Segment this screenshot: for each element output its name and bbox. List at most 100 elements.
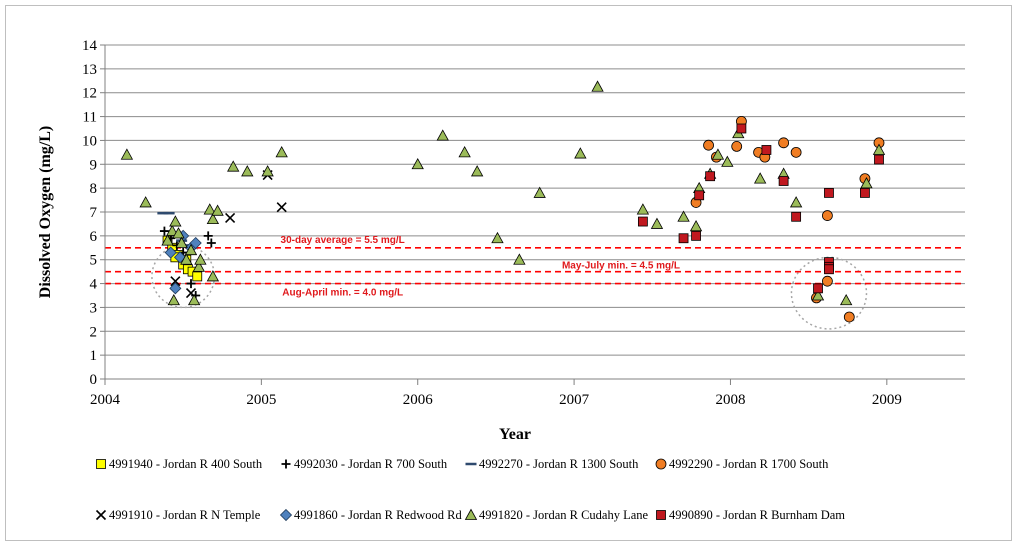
legend-item: 4992270 - Jordan R 1300 South [465,457,639,471]
data-point [172,227,185,239]
data-point [711,148,725,160]
data-point [192,271,203,282]
data-point [159,226,169,236]
legend-label: 4992030 - Jordan R 700 South [294,457,448,471]
data-point [872,143,886,155]
legend-label: 4990890 - Jordan R Burnham Dam [669,508,845,522]
data-point [824,188,834,198]
data-point [637,216,648,227]
data-point [279,508,293,522]
data-point [206,212,220,225]
legend-item: 4992030 - Jordan R 700 South [281,457,448,471]
data-point [761,145,772,155]
data-point [860,188,870,198]
data-point [691,230,701,241]
data-point [139,196,152,208]
y-tick-label: 6 [90,229,98,245]
data-point [120,148,134,160]
legend-item: 4990890 - Jordan R Burnham Dam [656,508,845,522]
data-point [470,165,484,177]
legend-label: 4991940 - Jordan R 400 South [109,457,263,471]
y-tick-label: 7 [90,205,98,221]
data-point [189,236,202,250]
highlight-circles [151,244,868,330]
data-point [677,210,690,222]
data-point [791,211,802,222]
y-tick-label: 13 [82,62,97,78]
data-point [491,231,504,244]
data-point [860,177,873,189]
y-tick-label: 3 [90,300,98,316]
data-point [211,204,224,216]
y-tick-label: 14 [82,38,98,54]
data-point [736,123,747,134]
data-point [458,146,471,158]
data-point [533,186,546,198]
y-tick-label: 0 [90,372,98,388]
data-point [591,80,604,92]
y-axis-title: Dissolved Oxygen (mg/L) [37,126,54,298]
legend-item: 4992290 - Jordan R 1700 South [655,457,829,471]
data-point [161,234,174,246]
data-point [464,508,478,520]
legend-label: 4991910 - Jordan R N Temple [109,508,261,522]
data-point [655,458,667,470]
data-point [175,236,188,248]
x-tick-label: 2009 [872,392,902,408]
data-point [753,172,767,184]
data-point [636,203,650,215]
data-point [96,459,106,469]
data-point [436,129,449,141]
y-tick-label: 12 [82,86,97,102]
data-point [275,146,288,158]
chart-frame [5,5,1012,541]
data-point [166,224,179,236]
data-point [227,160,240,172]
data-point [169,282,182,295]
data-point [678,233,689,244]
legend: 4991940 - Jordan R 400 South 4992030 - Jo… [95,457,845,522]
x-tick-label: 2005 [246,392,276,408]
data-point [192,260,205,272]
data-point [811,289,825,301]
y-tick-label: 8 [90,181,98,197]
x-tick-label: 2004 [90,392,121,408]
legend-label: 4991860 - Jordan R Redwood Rd [294,508,462,522]
reference-line-label: 30-day average = 5.5 mg/L [281,235,405,246]
reference-line-label: Aug-April min. = 4.0 mg/L [282,288,403,299]
legend-item: 4991860 - Jordan R Redwood Rd [279,508,462,522]
data-point [186,279,196,289]
legend-label: 4991820 - Jordan R Cudahy Lane [479,508,649,522]
y-tick-label: 9 [90,157,98,173]
data-point [203,231,213,241]
data-point [203,203,216,215]
data-point [170,276,181,287]
data-point [731,140,743,152]
reference-line-label: May-July min. = 4.5 mg/L [562,261,680,272]
data-point [95,509,107,521]
data-point [822,275,833,287]
data-point [721,155,734,167]
data-point [656,510,666,520]
data-point [169,215,182,227]
x-tick-label: 2007 [559,392,590,408]
data-point [778,137,790,149]
legend-label: 4992270 - Jordan R 1300 South [479,457,639,471]
data-point [225,212,236,224]
data-point [411,157,424,170]
data-point [206,270,220,282]
y-tick-label: 5 [90,253,98,269]
data-point [276,202,287,213]
data-point [650,217,664,229]
data-point [839,293,853,306]
y-tick-label: 10 [82,133,97,149]
data-point [705,171,716,182]
data-point [790,146,802,158]
x-tick-label: 2008 [715,392,745,408]
legend-label: 4992290 - Jordan R 1700 South [669,457,829,471]
data-point [689,219,703,232]
data-point [789,196,803,208]
data-point [194,253,207,265]
